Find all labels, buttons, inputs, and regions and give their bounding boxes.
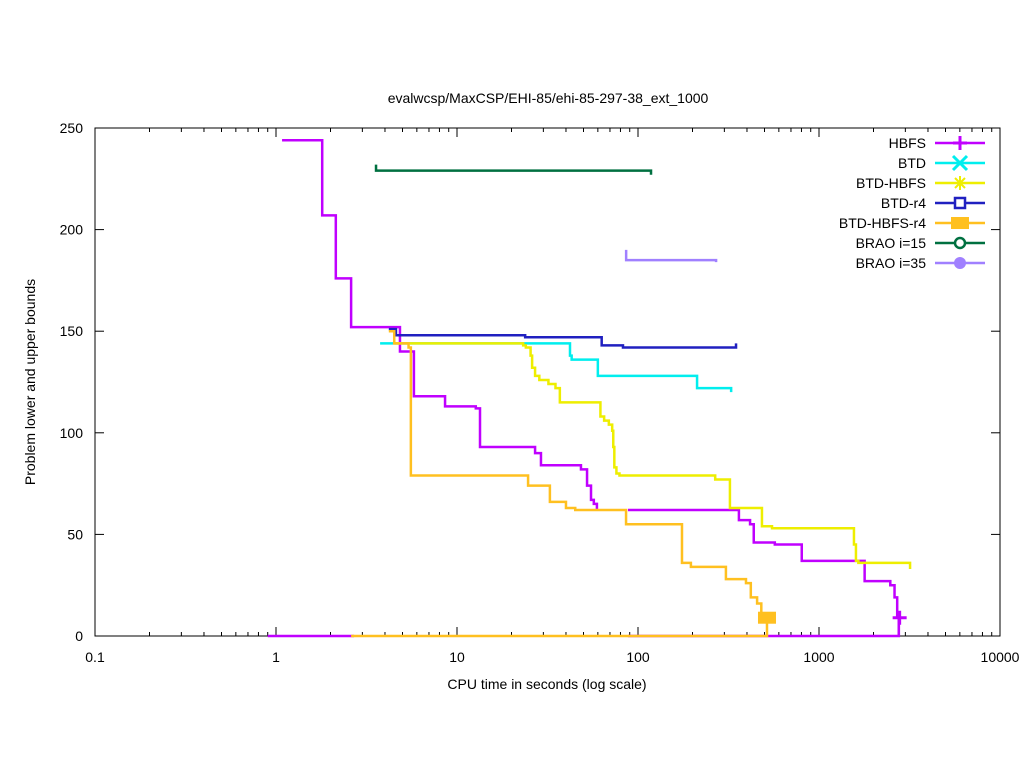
step-line-brao-i-35 [624,249,718,263]
legend-label-btd: BTD [898,155,926,171]
series-brao-i-35 [624,249,718,263]
legend-label-brao-i-15: BRAO i=15 [856,235,927,251]
x-tick-label: 1 [272,649,280,665]
step-line-btd-hbfs [394,342,912,569]
y-axis-label: Problem lower and upper bounds [22,279,38,485]
x-tick-label: 10000 [981,649,1020,665]
step-line-brao-i-15 [374,164,653,175]
y-tick-label: 250 [60,120,84,136]
x-tick-label: 100 [626,649,650,665]
x-tick-label: 1000 [803,649,834,665]
legend-label-brao-i-35: BRAO i=35 [856,255,927,271]
x-tick-label: 0.1 [85,649,105,665]
data-marker-btd-hbfs-r4 [757,611,776,624]
step-line-btd [380,342,733,393]
series-btd-hbfs-r4 [351,329,776,638]
chart-title: evalwcsp/MaxCSP/EHI-85/ehi-85-297-38_ext… [388,90,709,106]
legend-label-btd-r4: BTD-r4 [881,195,926,211]
legend-marker-hbfs [953,136,967,150]
x-tick-label: 10 [449,649,465,665]
series-brao-i-15 [374,164,653,175]
data-marker-hbfs [892,610,907,625]
step-line-hbfs [627,508,901,636]
x-axis-label: CPU time in seconds (log scale) [447,676,646,692]
y-tick-label: 100 [60,425,84,441]
y-tick-label: 150 [60,323,84,339]
legend: HBFS BTD BTD-HBFS BTD-r4 BTD-HBFS-r4 BRAO i=1… [839,135,985,271]
legend-label-hbfs: HBFS [889,135,926,151]
legend-marker-btd [951,154,969,172]
step-line-btd-hbfs-r4 [351,617,769,638]
axes: 0.1 1 10 100 1000 10000 0 50 100 150 200 250 [60,120,1020,665]
step-line-btd-hbfs-r4 [388,329,763,618]
legend-marker-btd-hbfs [953,176,967,190]
series-btd-hbfs [394,342,912,569]
legend-marker-brao-i-15 [953,236,967,250]
legend-marker-brao-i-35 [954,257,966,269]
series-hbfs [267,138,907,638]
step-line-hbfs [282,138,599,511]
series-btd-r4 [388,327,738,349]
series-group [267,138,912,638]
y-tick-label: 50 [67,526,83,542]
legend-label-btd-hbfs: BTD-HBFS [856,175,926,191]
step-line-btd-r4 [388,327,738,349]
y-tick-label: 0 [75,628,83,644]
legend-label-btd-hbfs-r4: BTD-HBFS-r4 [839,215,926,231]
series-btd [380,342,733,393]
legend-marker-btd-hbfs-r4 [951,217,969,229]
legend-marker-btd-r4 [953,196,967,210]
y-tick-label: 200 [60,222,84,238]
